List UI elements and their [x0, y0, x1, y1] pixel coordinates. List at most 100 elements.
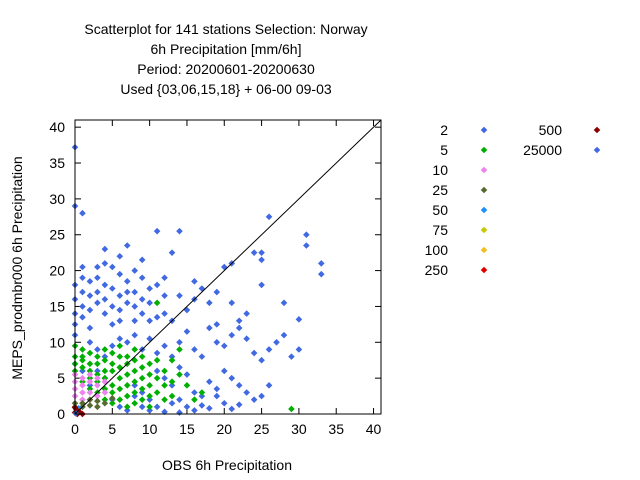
point-series-2 — [265, 213, 273, 221]
point-series-2 — [220, 367, 228, 375]
point-series-25 — [94, 397, 101, 405]
y-tick-label: 5 — [57, 370, 65, 386]
point-series-2 — [295, 316, 303, 323]
point-series-5 — [138, 385, 146, 393]
point-series-2 — [94, 288, 101, 296]
x-tick-label: 40 — [366, 421, 382, 437]
point-series-5 — [153, 374, 161, 382]
point-series-5 — [131, 346, 139, 353]
y-tick-label: 15 — [49, 298, 65, 314]
point-series-2 — [280, 299, 288, 307]
point-series-5 — [153, 356, 161, 364]
point-series-2 — [116, 270, 124, 278]
legend-label-25000: 25000 — [523, 142, 562, 158]
x-tick-label: 20 — [216, 421, 232, 437]
point-series-2 — [79, 263, 86, 271]
point-series-2 — [86, 382, 94, 389]
point-series-2 — [131, 267, 139, 274]
point-series-5 — [146, 392, 153, 400]
point-series-2 — [228, 299, 236, 307]
point-series-25 — [79, 399, 86, 407]
point-series-2 — [258, 249, 265, 256]
point-series-2 — [258, 392, 265, 400]
point-series-2 — [213, 385, 221, 393]
point-series-2 — [198, 402, 206, 409]
y-tick-label: 20 — [49, 263, 65, 279]
point-series-2 — [228, 374, 236, 382]
y-tick-label: 0 — [57, 406, 65, 422]
point-series-5 — [109, 349, 116, 357]
point-series-2 — [79, 209, 86, 217]
point-series-5 — [176, 371, 183, 378]
point-series-5 — [146, 371, 153, 378]
point-series-5 — [79, 378, 86, 386]
point-series-2 — [146, 407, 153, 414]
point-series-10 — [86, 389, 94, 396]
point-series-2 — [176, 292, 183, 299]
chart-title-line-1: Scatterplot for 141 stations Selection: … — [84, 21, 367, 37]
point-series-2 — [235, 317, 243, 325]
point-series-5 — [146, 360, 153, 368]
point-series-2 — [168, 249, 176, 256]
y-tick-label: 25 — [49, 227, 65, 243]
point-series-5 — [131, 378, 139, 386]
point-series-2 — [131, 382, 139, 389]
point-series-5 — [86, 374, 94, 382]
legend-label-500: 500 — [539, 122, 563, 138]
point-series-2 — [146, 335, 153, 343]
point-series-2 — [168, 382, 176, 389]
point-series-2 — [146, 396, 153, 403]
point-series-2 — [176, 227, 183, 235]
point-series-2 — [146, 299, 153, 307]
point-series-2 — [161, 342, 168, 350]
point-series-2 — [206, 378, 213, 386]
point-series-2 — [138, 295, 146, 303]
y-axis-label: MEPS_prodmbr000 6h Precipitation — [9, 156, 25, 379]
point-series-5 — [94, 360, 101, 368]
point-series-2 — [295, 346, 303, 353]
legend-marker-2 — [480, 126, 488, 134]
point-series-10 — [86, 378, 94, 386]
point-series-2 — [198, 392, 206, 400]
x-tick-label: 10 — [142, 421, 158, 437]
point-series-2 — [86, 338, 94, 346]
point-series-2 — [176, 409, 183, 416]
point-series-2 — [250, 396, 258, 403]
point-series-2 — [123, 299, 131, 307]
point-series-5 — [101, 356, 109, 364]
point-series-2 — [138, 256, 146, 264]
point-series-2 — [228, 405, 236, 413]
x-tick-label: 25 — [254, 421, 270, 437]
point-series-2 — [94, 299, 101, 307]
point-series-2 — [123, 278, 131, 285]
point-series-5 — [183, 382, 191, 389]
y-tick-label: 10 — [49, 334, 65, 350]
point-series-5 — [123, 371, 131, 378]
legend-label-25: 25 — [432, 182, 448, 198]
point-series-2 — [191, 389, 198, 396]
y-tick-label: 35 — [49, 155, 65, 171]
point-series-2 — [243, 389, 250, 396]
point-series-2 — [183, 371, 191, 378]
point-series-5 — [101, 374, 109, 382]
point-series-5 — [79, 356, 86, 364]
point-series-5 — [101, 396, 109, 403]
point-series-2 — [206, 324, 213, 332]
point-series-2 — [161, 374, 168, 382]
point-series-5 — [168, 392, 176, 400]
point-series-2 — [220, 342, 228, 350]
point-series-2 — [101, 310, 109, 317]
point-series-2 — [123, 407, 131, 414]
legend-label-5: 5 — [440, 142, 448, 158]
point-series-2 — [146, 317, 153, 325]
point-series-2 — [191, 278, 198, 285]
point-series-2 — [280, 331, 288, 339]
point-series-2 — [198, 285, 206, 292]
point-series-2 — [86, 306, 94, 314]
point-series-2 — [123, 338, 131, 346]
x-tick-label: 15 — [179, 421, 195, 437]
point-series-5 — [138, 364, 146, 371]
point-series-2 — [176, 364, 183, 371]
point-series-5 — [79, 364, 86, 371]
point-series-2 — [317, 260, 325, 267]
